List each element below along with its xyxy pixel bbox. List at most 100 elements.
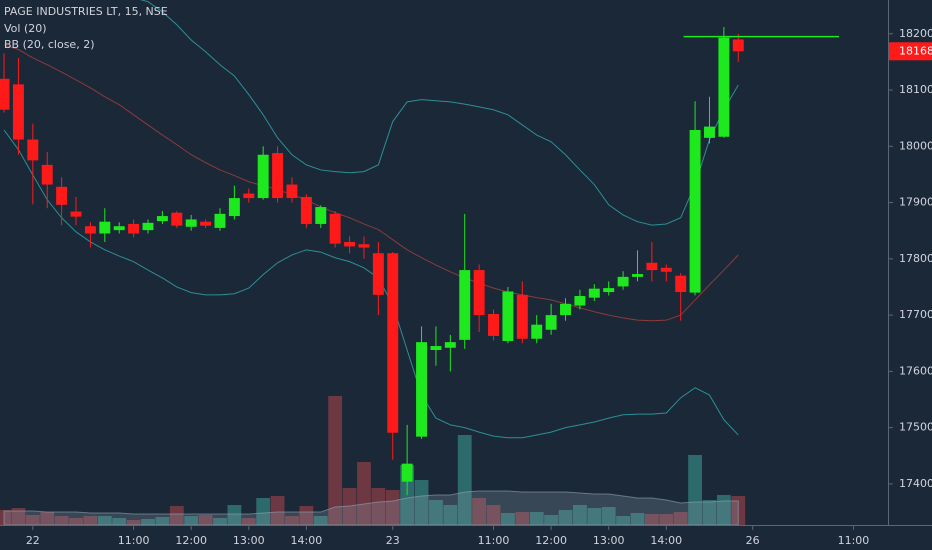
candle-body — [416, 342, 428, 437]
y-tick-label: 17400.00 — [899, 477, 932, 490]
candle-body — [70, 211, 82, 217]
volume-bar — [673, 512, 688, 525]
candle-body — [344, 241, 356, 247]
volume-bar — [54, 516, 69, 525]
candle-body — [99, 221, 111, 234]
candle-body — [632, 274, 643, 277]
volume-bar — [457, 435, 472, 525]
candle-body — [41, 164, 53, 185]
plot-area — [0, 0, 840, 525]
volume-bar — [227, 505, 242, 525]
candle-body — [171, 212, 183, 226]
candle-body — [704, 126, 715, 138]
x-tick-label: 11:00 — [838, 534, 870, 547]
volume-bar — [270, 496, 285, 525]
last-price-box — [889, 42, 932, 61]
volume-bar — [83, 516, 98, 525]
volume-bar — [97, 516, 112, 525]
candle-body — [444, 342, 456, 348]
volume-bar — [169, 506, 184, 525]
y-tick-label: 17700.00 — [899, 308, 932, 321]
x-tick-label: 23 — [386, 534, 400, 547]
volume-bar — [702, 500, 717, 525]
volume-bar — [285, 516, 299, 525]
candle-body — [459, 270, 471, 340]
volume-bar — [429, 500, 443, 525]
volume-bar — [472, 498, 487, 525]
candle-body — [128, 223, 140, 234]
candle-body — [401, 463, 413, 482]
candle-body — [272, 153, 284, 199]
volume-bar — [443, 505, 458, 525]
volume-bar — [213, 518, 227, 525]
volume-bar — [515, 512, 530, 525]
y-tick-label: 18100.00 — [899, 83, 932, 96]
candle-body — [56, 186, 68, 205]
volume-bar — [558, 510, 573, 525]
axes: 17400.00 17500.00 17600.00 17700.00 17800.00… — [26, 27, 932, 547]
volume-bar — [716, 495, 731, 525]
x-tick-label: 22 — [26, 534, 40, 547]
volume-bar — [688, 455, 702, 525]
candle-body — [214, 213, 226, 228]
bollinger-band — [3, 44, 739, 322]
candle-body — [228, 198, 240, 217]
candle-body — [27, 139, 39, 161]
volume-bar — [644, 514, 659, 525]
volume-bar — [544, 515, 559, 525]
x-tick-label: 13:00 — [593, 534, 625, 547]
volume-bar — [616, 516, 631, 525]
x-tick-label: 11:00 — [118, 534, 150, 547]
volume-bar — [184, 516, 199, 525]
x-tick-label: 12:00 — [175, 534, 207, 547]
volume-bar — [69, 518, 83, 525]
volume-bar — [328, 396, 343, 525]
volume-ma — [3, 490, 739, 525]
candle-body — [732, 39, 744, 52]
volume-bar — [501, 513, 515, 525]
volume-bar — [385, 490, 400, 525]
y-tick-label: 18200.00 — [899, 27, 932, 40]
volume-bar — [126, 520, 141, 525]
volume-bar — [141, 519, 155, 525]
volume-bar — [40, 512, 55, 525]
volume-bar — [572, 505, 587, 525]
candle-body — [113, 226, 125, 231]
volume-bar — [587, 508, 602, 525]
candle-body — [329, 213, 341, 244]
volume-bar — [414, 480, 429, 525]
x-tick-label: 26 — [746, 534, 760, 547]
y-tick-label: 18000.00 — [899, 139, 932, 152]
y-tick-label: 17800.00 — [899, 252, 932, 265]
volume-bar — [659, 514, 674, 525]
candle-body — [142, 222, 154, 231]
last-price-label: 18168.85 — [899, 44, 932, 57]
candle-body — [502, 291, 514, 341]
candle-body — [84, 226, 96, 234]
candle-body — [387, 253, 399, 433]
volume-bar — [256, 498, 271, 525]
chart-title: PAGE INDUSTRIES LT, 15, NSE — [4, 5, 168, 18]
x-tick-label: 12:00 — [535, 534, 567, 547]
volume-bar — [299, 506, 314, 525]
x-tick-label: 11:00 — [478, 534, 510, 547]
volume-bar — [0, 510, 11, 525]
candle-body — [358, 244, 370, 248]
candle-body — [603, 288, 615, 293]
candle-body — [156, 216, 168, 222]
volume-bar — [198, 515, 213, 525]
bollinger-band — [139, 0, 739, 226]
candle-body — [372, 253, 384, 295]
indicator-label: Vol (20) — [4, 22, 47, 35]
volume-bar — [601, 507, 616, 525]
candle-body — [488, 313, 499, 336]
volume-bar — [25, 515, 40, 525]
candle-body — [675, 275, 687, 293]
candle-body — [473, 270, 485, 316]
candle-body — [300, 196, 312, 224]
volume-bar — [357, 462, 371, 525]
candle-body — [185, 219, 197, 227]
indicator-label: BB (20, close, 2) — [4, 38, 95, 51]
candle-body — [574, 295, 586, 306]
